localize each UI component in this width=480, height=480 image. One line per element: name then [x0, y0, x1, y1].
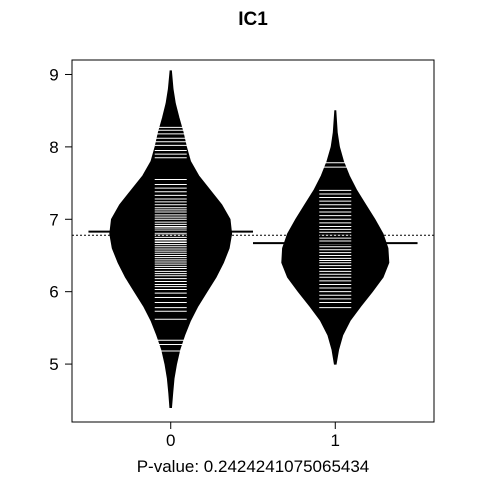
- y-tick-label: 9: [49, 65, 58, 84]
- bean-group: [72, 71, 434, 408]
- y-tick-label: 6: [49, 283, 58, 302]
- x-tick-label: 1: [331, 431, 340, 450]
- x-tick-label: 0: [166, 431, 175, 450]
- x-axis-label: P-value: 0.2424241075065434: [137, 457, 370, 476]
- y-tick-label: 5: [49, 355, 58, 374]
- y-axis: 5 6 7 8 9: [49, 65, 72, 374]
- bean-shape-1: [282, 111, 389, 364]
- chart-title: IC1: [238, 9, 268, 30]
- y-tick-label: 7: [49, 210, 58, 229]
- y-tick-label: 8: [49, 138, 58, 157]
